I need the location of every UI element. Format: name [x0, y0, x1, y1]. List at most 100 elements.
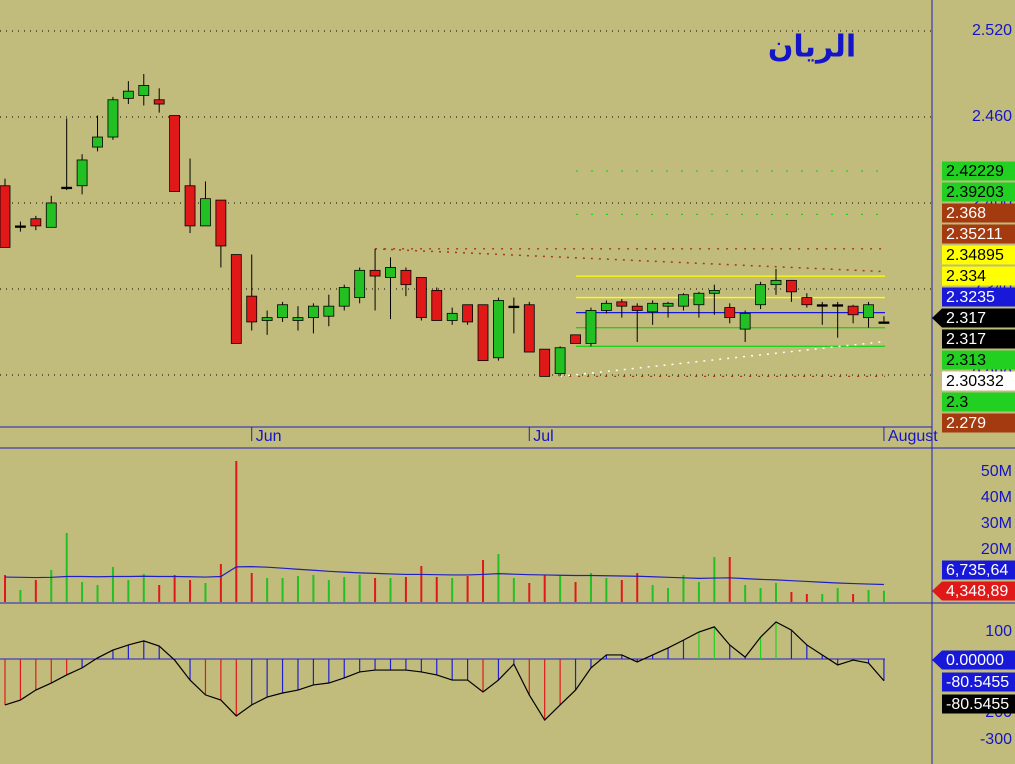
candle-body: [261, 317, 273, 321]
candle-body: [539, 348, 551, 377]
candle-body: [0, 185, 11, 248]
candle-body: [847, 305, 859, 316]
volume-tag: 4,348,89: [946, 583, 1008, 600]
candle-body: [647, 302, 659, 313]
candle-body: [462, 304, 474, 323]
candle-body: [61, 186, 73, 190]
trend-line: [375, 248, 886, 273]
candle-body: [169, 115, 181, 192]
y-tick-label: 2.460: [972, 108, 1012, 125]
oscillator-tag-bg: [942, 650, 1015, 670]
candle-body: [153, 99, 165, 105]
oscillator-tick-label: 100: [985, 623, 1012, 640]
candle-body: [508, 305, 520, 309]
price-tag: 2.334: [946, 268, 986, 285]
candle-body: [662, 302, 674, 307]
oscillator-tag-bg: [942, 672, 1015, 692]
candle-body: [354, 269, 366, 298]
candle-body: [92, 136, 103, 148]
candle-body: [816, 304, 828, 307]
candle-body: [631, 305, 643, 311]
x-tick-label: Jun: [256, 428, 282, 445]
price-tag-bg: [942, 371, 1015, 391]
price-tag: 2.3235: [946, 289, 995, 306]
x-tick-label: August: [888, 428, 938, 445]
price-tag-bg: [942, 287, 1015, 307]
candle-body: [477, 304, 489, 362]
candle-body: [523, 304, 535, 353]
volume-tag: 6,735,64: [946, 562, 1008, 579]
oscillator-line: [4, 621, 885, 721]
candle-body: [786, 279, 797, 293]
candle-body: [400, 269, 412, 286]
candle-body: [76, 159, 88, 187]
price-tag: 2.313: [946, 352, 986, 369]
price-tag-bg: [942, 392, 1015, 412]
price-tag-bg: [942, 182, 1015, 202]
oscillator-tag-arrow: [932, 650, 942, 670]
candle-body: [801, 297, 813, 306]
price-tag: 2.42229: [946, 163, 1004, 180]
candle-body: [739, 312, 751, 330]
candle-body: [431, 290, 443, 321]
price-tag-bg: [942, 329, 1015, 349]
volume-tick-label: 50M: [981, 463, 1012, 480]
candle-body: [338, 287, 350, 307]
candle-body: [863, 304, 874, 319]
candle-body: [600, 302, 612, 311]
price-tag: 2.35211: [946, 226, 1003, 243]
y-tick-label: 2.520: [972, 22, 1012, 39]
price-tag-bg: [942, 350, 1015, 370]
oscillator-tag: -80.5455: [946, 696, 1009, 713]
price-tag-bg: [942, 266, 1015, 286]
price-tag-bg: [942, 308, 1015, 328]
volume-tick-label: 30M: [981, 515, 1012, 532]
volume-tag-bg: [942, 581, 1015, 601]
price-tag-bg: [942, 161, 1015, 181]
price-tag-bg: [942, 224, 1015, 244]
price-tag-bg: [942, 203, 1015, 223]
volume-tag-bg: [942, 560, 1015, 580]
candle-body: [107, 99, 119, 138]
volume-tick-label: 20M: [981, 541, 1012, 558]
x-tick-label: Jul: [533, 428, 553, 445]
oscillator-tag-bg: [942, 694, 1015, 714]
price-tag: 2.3: [946, 394, 968, 411]
candle-body: [770, 279, 782, 286]
candle-body: [708, 290, 720, 294]
oscillator-tag: 0.00000: [946, 652, 1004, 669]
price-tag: 2.30332: [946, 373, 1004, 390]
oscillator-tick-label: -300: [980, 731, 1012, 748]
candle-body: [693, 292, 705, 306]
candle-body: [570, 334, 581, 344]
candle-body: [678, 294, 689, 307]
candle-body: [122, 90, 134, 99]
price-tag: 2.317: [946, 310, 986, 327]
candle-body: [446, 312, 458, 321]
candle-body: [215, 199, 227, 247]
candle-body: [385, 267, 396, 278]
price-tag-bg: [942, 413, 1015, 433]
price-tag: 2.39203: [946, 184, 1004, 201]
candle-body: [724, 307, 736, 319]
candle-body: [277, 304, 288, 319]
candle-body: [230, 254, 242, 344]
price-tag: 2.34895: [946, 247, 1004, 264]
candle-body: [138, 85, 150, 96]
candle-body: [415, 277, 427, 319]
candle-body: [493, 300, 504, 359]
candle-body: [200, 198, 211, 227]
candle-body: [369, 269, 381, 277]
trend-line: [560, 340, 886, 378]
candle-body: [15, 225, 26, 228]
candle-body: [585, 310, 597, 344]
candle-body: [307, 305, 319, 319]
candle-body: [554, 347, 566, 374]
candle-body: [878, 321, 890, 324]
candle-body: [45, 202, 57, 228]
candle-body: [755, 284, 766, 306]
chart-title: الريان: [768, 30, 856, 65]
volume-tick-label: 40M: [981, 489, 1012, 506]
